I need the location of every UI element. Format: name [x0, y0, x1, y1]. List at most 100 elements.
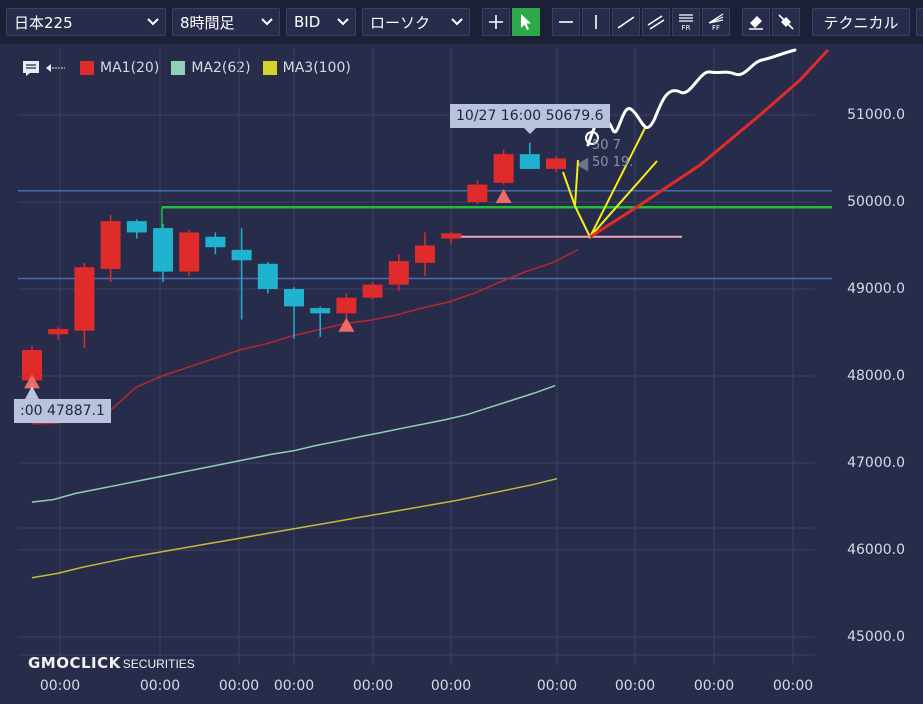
- signal-marker-triangle: [24, 374, 40, 389]
- tooltip-pointer: [522, 126, 538, 134]
- legend-swatch: [80, 61, 94, 75]
- price-axis-label: 46000.0: [847, 542, 905, 558]
- collapse-arrow-icon: [46, 64, 65, 72]
- price-axis-label: 47000.0: [847, 455, 905, 471]
- trend-line-tool[interactable]: [612, 8, 640, 36]
- vertical-line-icon: [595, 15, 597, 29]
- candle-down: [126, 221, 147, 233]
- legend-ma2: MA2(62): [171, 60, 251, 76]
- legend-swatch: [262, 61, 277, 75]
- time-axis-label: 00:00: [614, 678, 656, 694]
- comment-icon[interactable]: [22, 60, 66, 76]
- chart-type-select[interactable]: ローソク: [362, 8, 470, 36]
- chevron-down-icon: [147, 9, 159, 35]
- candle-down: [284, 289, 304, 307]
- candle-down: [310, 308, 331, 314]
- pointer-tool[interactable]: [512, 8, 540, 36]
- more-button[interactable]: [916, 8, 923, 36]
- eraser-tool[interactable]: [742, 8, 770, 36]
- price-axis-label: 50000.0: [847, 194, 905, 210]
- partial-price-label: 50 19.: [592, 155, 634, 170]
- plus-icon: [489, 15, 503, 29]
- candle-up: [493, 154, 514, 183]
- white-annotation-knot: [585, 131, 599, 145]
- cursor-arrow-icon: [521, 14, 531, 30]
- logo-brand: GMOCLICK: [28, 654, 121, 672]
- diagonal-line-icon: [617, 16, 635, 29]
- logo-subtitle: SECURITIES: [122, 657, 195, 671]
- toolbar: 日本225 8時間足 BID ローソク FR FF: [0, 0, 923, 44]
- technical-button[interactable]: テクニカル: [812, 8, 910, 36]
- fibonacci-fan-tool[interactable]: FF: [702, 8, 730, 36]
- ma3-line: [31, 477, 558, 579]
- yellow-annotation-line: [562, 171, 576, 207]
- yellow-annotation-line: [589, 160, 658, 238]
- candle-up: [441, 233, 462, 239]
- broker-logo: GMOCLICK SECURITIES: [28, 654, 195, 672]
- time-axis-label: 00:00: [430, 678, 472, 694]
- tooltip-pointer: [24, 386, 40, 401]
- time-axis-label: 00:00: [693, 678, 735, 694]
- candle-up: [362, 284, 383, 298]
- candle-up: [179, 232, 200, 272]
- candle-up: [388, 261, 409, 285]
- legend-ma3: MA3(100): [262, 60, 351, 76]
- price-type-select[interactable]: BID: [286, 8, 356, 36]
- candle-up: [336, 297, 357, 314]
- fibonacci-fan-icon: FF: [708, 13, 724, 32]
- red-projection-line: [589, 48, 830, 239]
- candle-up: [100, 221, 121, 269]
- symbol-select[interactable]: 日本225: [6, 8, 166, 36]
- fibonacci-retracement-tool[interactable]: FR: [672, 8, 700, 36]
- candle-up: [48, 329, 69, 335]
- technical-label: テクニカル: [823, 13, 899, 32]
- time-axis-label: 00:00: [273, 678, 315, 694]
- fibonacci-retracement-icon: FR: [679, 14, 693, 32]
- chevron-down-icon: [261, 9, 273, 35]
- ma1-line: [31, 249, 579, 425]
- candle-down: [231, 249, 252, 261]
- candle-up: [467, 184, 488, 202]
- low-price-tooltip: :00 47887.1: [14, 399, 111, 423]
- channel-tool[interactable]: [642, 8, 670, 36]
- crosshair-tool[interactable]: [482, 8, 510, 36]
- chevron-down-icon: [451, 9, 463, 35]
- candle-up: [546, 158, 566, 169]
- price-marker-triangle: [576, 157, 589, 172]
- horizontal-line-icon: [559, 21, 573, 23]
- time-axis-label: 00:00: [218, 678, 260, 694]
- time-axis-label: 00:00: [39, 678, 81, 694]
- legend-ma2-label: MA2(62): [191, 60, 251, 76]
- yellow-annotation-v: [573, 127, 646, 240]
- candle-down: [257, 263, 278, 289]
- timeframe-select[interactable]: 8時間足: [172, 8, 280, 36]
- price-type-label: BID: [294, 13, 321, 31]
- ma2-line: [31, 384, 556, 503]
- horizontal-line-tool[interactable]: [552, 8, 580, 36]
- candle-down: [519, 154, 540, 169]
- price-axis-label: 51000.0: [847, 107, 905, 123]
- candle-up: [22, 349, 42, 381]
- candle-down: [205, 236, 226, 248]
- vertical-line-tool[interactable]: [582, 8, 610, 36]
- svg-text:FR: FR: [682, 24, 691, 32]
- price-axis-label: 48000.0: [847, 368, 905, 384]
- white-annotation-curve: [586, 48, 797, 147]
- eraser-icon: [749, 16, 763, 30]
- signal-marker-triangle: [495, 189, 512, 204]
- parallel-lines-icon: [647, 15, 665, 30]
- partial-price-label: 50 7: [592, 138, 621, 153]
- legend-ma1: MA1(20): [80, 60, 159, 76]
- price-axis-label: 45000.0: [847, 629, 905, 645]
- signal-marker-triangle: [338, 317, 355, 332]
- candle-up: [74, 267, 95, 331]
- candle-down: [153, 228, 173, 272]
- time-axis-label: 00:00: [139, 678, 181, 694]
- symbol-label: 日本225: [14, 13, 73, 32]
- indicator-legend: MA1(20) MA2(62) MA3(100): [22, 58, 363, 78]
- price-axis-label: 49000.0: [847, 281, 905, 297]
- candle-up: [415, 245, 435, 263]
- erase-all-tool[interactable]: [772, 8, 800, 36]
- time-axis-label: 00:00: [772, 678, 814, 694]
